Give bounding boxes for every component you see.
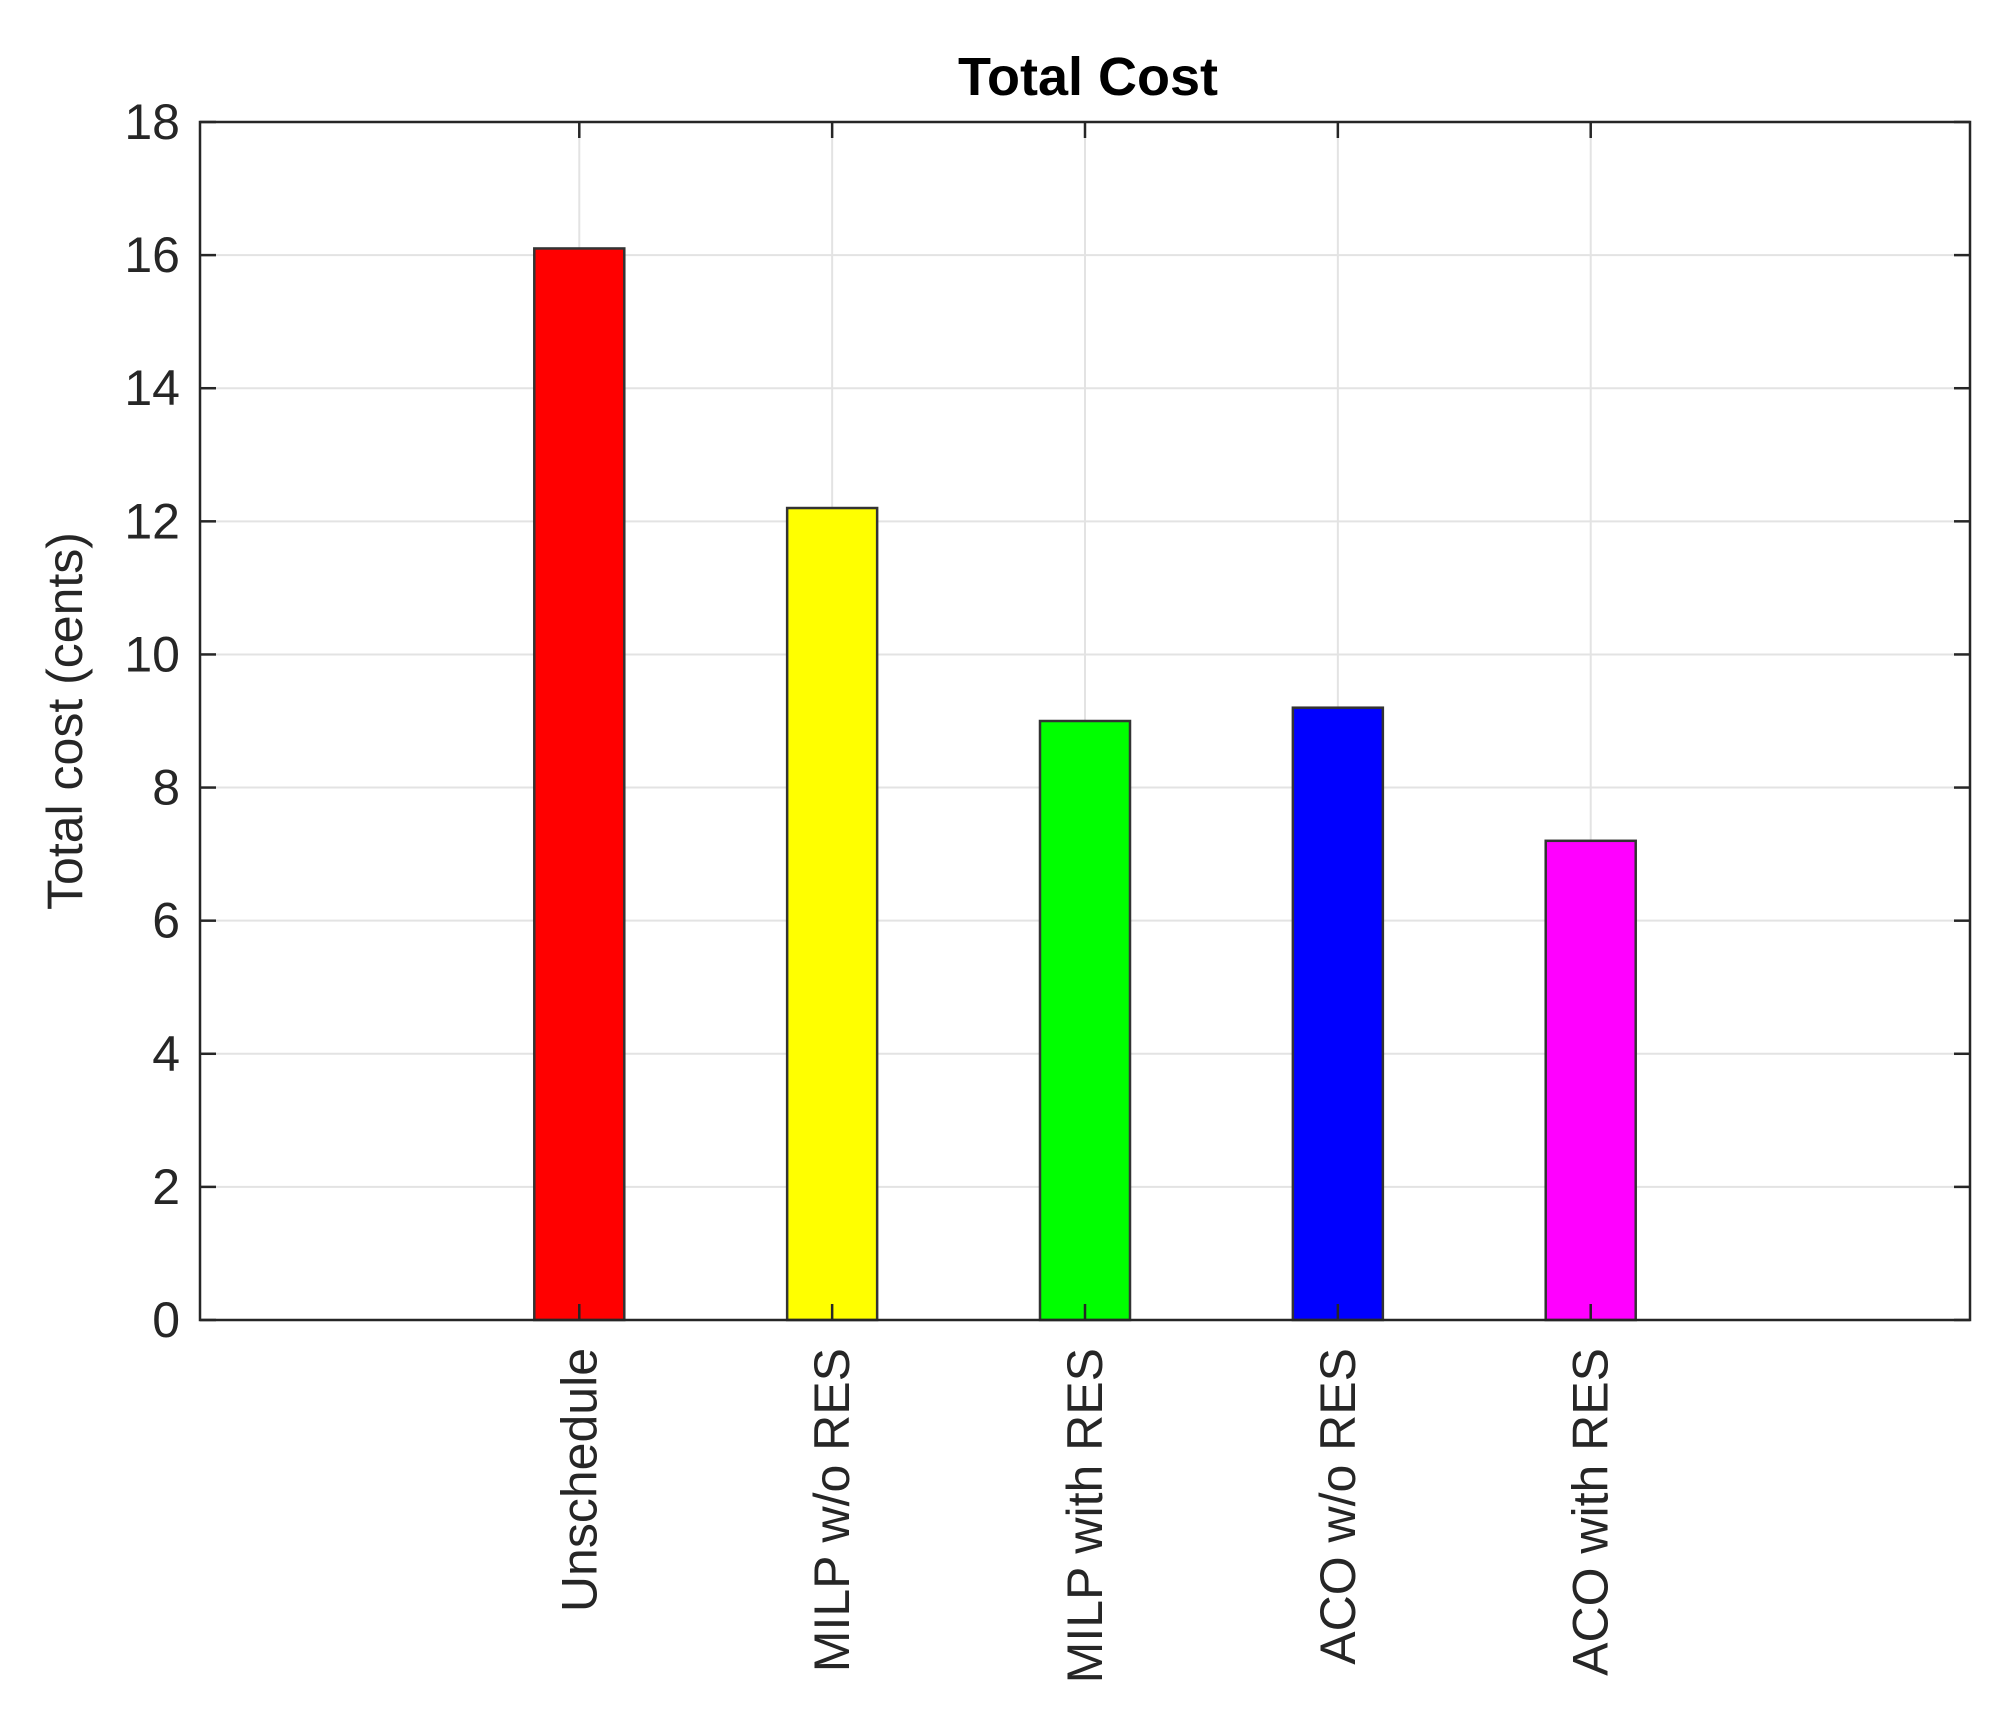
- plot-area: [198, 120, 1972, 1322]
- y-tick-label: 2: [152, 1159, 180, 1215]
- x-tick-label: MILP w/o RES: [804, 1348, 860, 1672]
- y-tick-label: 18: [124, 94, 180, 150]
- y-tick-label: 16: [124, 227, 180, 283]
- y-axis-tick-labels: 0 2 4 6 8 10 12 14 16 18: [124, 94, 180, 1348]
- bar: [533, 247, 626, 1322]
- y-axis-label: Total cost (cents): [37, 532, 93, 910]
- chart-title: Total Cost: [958, 47, 1218, 107]
- bar: [1544, 839, 1637, 1322]
- bar: [1291, 706, 1385, 1322]
- x-tick-label: MILP with RES: [1057, 1348, 1113, 1683]
- y-tick-label: 14: [124, 360, 180, 416]
- bar: [785, 506, 879, 1322]
- y-tick-label: 4: [152, 1026, 180, 1082]
- x-axis-tick-labels: Unschedule MILP w/o RES MILP with RES ACO w…: [551, 1348, 1618, 1683]
- y-tick-label: 10: [124, 626, 180, 682]
- x-tick-label: ACO with RES: [1563, 1348, 1619, 1676]
- bars: [533, 247, 1637, 1322]
- y-tick-label: 6: [152, 893, 180, 949]
- x-tick-label: ACO w/o RES: [1310, 1348, 1366, 1665]
- y-tick-label: 0: [152, 1292, 180, 1348]
- ticks: [200, 120, 1970, 1322]
- x-tick-label: Unschedule: [551, 1348, 607, 1612]
- y-tick-label: 8: [152, 760, 180, 816]
- y-tick-label: 12: [124, 493, 180, 549]
- bar: [1038, 719, 1132, 1322]
